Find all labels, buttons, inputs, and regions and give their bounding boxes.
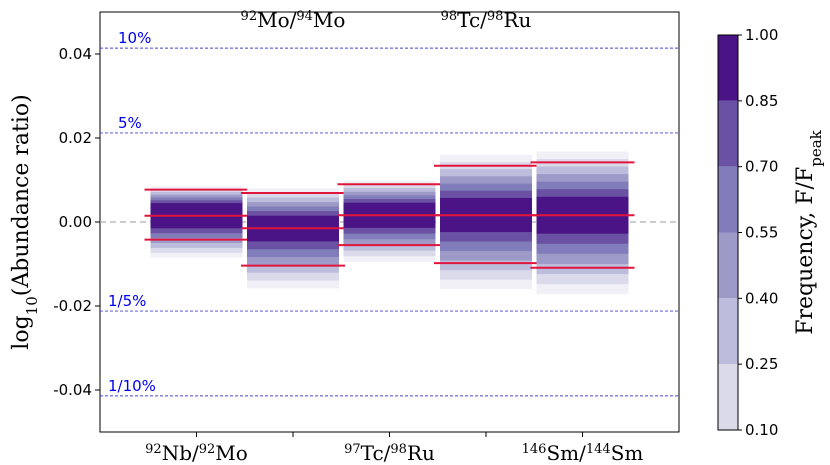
y-tick-label: -0.02 [53,297,92,315]
category-group [530,151,635,295]
reference-label: 1/5% [108,292,146,310]
category-label: 92Nb/92Mo [145,441,248,465]
category-group [434,154,538,290]
colorbar: 1.00 0.85 0.70 0.55 0.40 0.25 0.10 Frequency, F… [717,26,825,439]
category-group [144,186,249,258]
colorbar-tick-label: 0.40 [745,289,778,307]
category-label: 97Tc/98Ru [344,441,435,465]
y-tick-label: 0.00 [59,213,92,231]
y-tick-label: -0.04 [53,381,92,399]
colorbar-segment [718,232,738,299]
colorbar-segment [718,298,738,365]
reference-label: 1/10% [108,377,156,395]
colorbar-segment [718,166,738,233]
colorbar-segment [718,35,738,101]
y-axis-label: log10(Abundance ratio) [9,94,41,349]
reference-label: 10% [118,29,151,47]
colorbar-tick-label: 1.00 [745,26,778,44]
plot-area: 10% 5% 1/5% 1/10% 0.04 0.02 0.00 -0.02 -0.04 log1… [9,8,680,465]
colorbar-segment [718,364,738,430]
colorbar-tick-label: 0.55 [745,224,778,242]
colorbar-tick-label: 0.85 [745,92,778,110]
y-tick-label: 0.04 [59,45,92,63]
category-label: 98Tc/98Ru [441,8,532,32]
category-group [337,180,442,262]
colorbar-tick-label: 0.10 [745,421,778,439]
colorbar-tick-label: 0.70 [745,158,778,176]
colorbar-segment [718,100,738,167]
category-label: 146Sm/144Sm [522,441,644,465]
category-group [241,188,345,289]
reference-label: 5% [118,114,142,132]
colorbar-tick-label: 0.25 [745,355,778,373]
colorbar-label: Frequency, F/Fpeak [793,129,825,334]
category-label: 92Mo/94Mo [241,8,346,32]
y-tick-label: 0.02 [59,129,92,147]
